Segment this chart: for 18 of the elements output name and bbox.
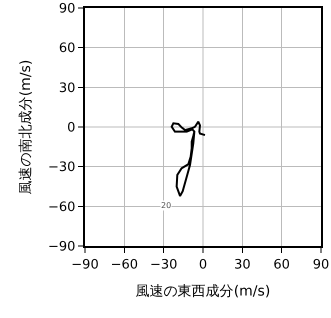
x-tick-label: −60 <box>110 258 138 273</box>
y-tick-label: 90 <box>58 2 76 17</box>
x-tick-label: −30 <box>150 258 178 273</box>
y-tick-label: −90 <box>48 240 76 255</box>
x-tick-label: 60 <box>273 258 290 273</box>
x-tick-label: −90 <box>71 258 99 273</box>
x-tick-label: 30 <box>234 258 251 273</box>
y-tick-label: −60 <box>48 200 76 215</box>
y-tick-label: 30 <box>58 80 76 96</box>
line-series <box>170 120 206 198</box>
x-tick-label: 90 <box>312 258 330 273</box>
y-tick-label: 0 <box>67 120 76 136</box>
x-tick-label: 0 <box>198 258 208 273</box>
y-axis-title: 風速の南北成分(m/s) <box>18 60 34 194</box>
y-tick-label: 60 <box>58 41 76 56</box>
x-axis-title: 風速の東西成分(m/s) <box>136 283 270 300</box>
y-tick-label: −30 <box>48 160 76 176</box>
annotation: 20 <box>161 201 172 210</box>
